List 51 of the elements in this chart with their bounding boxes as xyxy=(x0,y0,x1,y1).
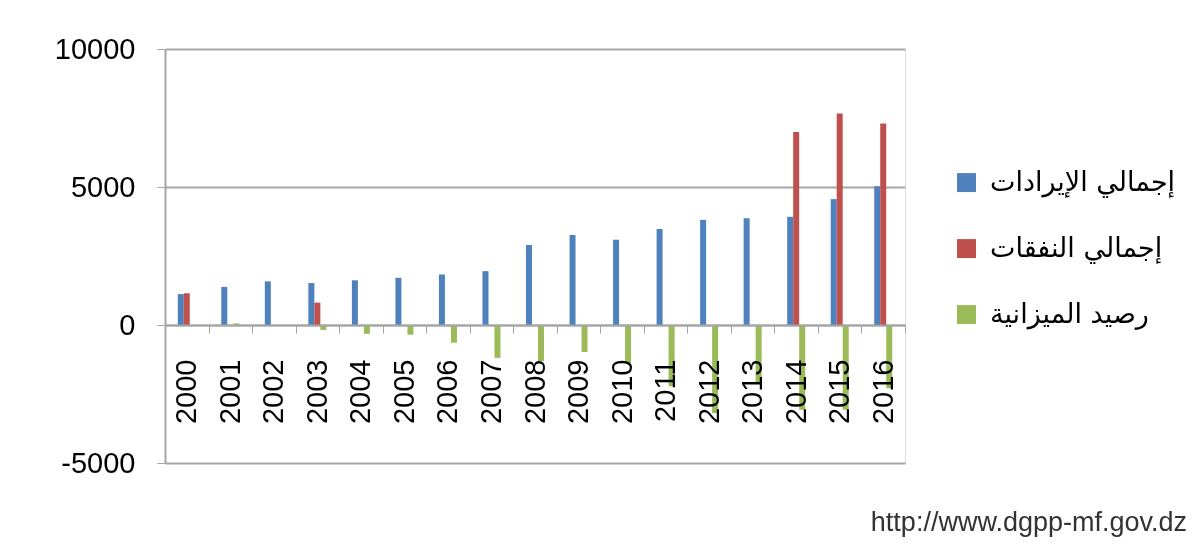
bar xyxy=(526,244,532,325)
bar xyxy=(743,218,750,325)
bar xyxy=(569,235,576,325)
y-tick-label: 10000 xyxy=(54,32,136,65)
bar xyxy=(874,186,881,325)
bar xyxy=(438,274,445,325)
legend-label: رصيد الميزانية xyxy=(990,297,1149,330)
bar xyxy=(581,325,588,353)
x-tick-label: 2015 xyxy=(823,359,856,425)
bar xyxy=(183,293,190,325)
x-tick-label: 2007 xyxy=(474,359,507,425)
x-tick-label: 2004 xyxy=(344,359,377,425)
x-tick-label: 2002 xyxy=(257,359,290,425)
y-tick-label: 0 xyxy=(119,308,136,341)
bar xyxy=(314,302,321,325)
bar xyxy=(700,219,707,325)
x-tick-label: 2011 xyxy=(649,359,682,422)
bar xyxy=(836,113,843,325)
bar xyxy=(830,199,837,325)
bar xyxy=(308,283,315,325)
bar xyxy=(177,294,184,325)
x-tick-label: 2006 xyxy=(431,359,464,425)
y-tick-label: 5000 xyxy=(70,170,136,203)
bar xyxy=(450,325,457,343)
x-tick-label: 2010 xyxy=(605,359,638,425)
x-tick-label: 2005 xyxy=(387,359,420,425)
x-tick-label: 2013 xyxy=(736,359,769,425)
y-tick-label: -5000 xyxy=(61,446,136,479)
text: http://www.dgpp-mf.gov.dz xyxy=(870,507,1187,537)
x-tick-label: 2016 xyxy=(866,359,899,425)
legend-label: إجمالي النفقات xyxy=(990,231,1163,264)
bar xyxy=(787,216,794,325)
bar xyxy=(264,281,271,325)
bar xyxy=(221,286,228,325)
x-tick-label: 2000 xyxy=(170,359,203,425)
bar xyxy=(494,325,501,358)
x-tick-label: 2001 xyxy=(213,359,246,425)
bar xyxy=(613,239,620,325)
bar xyxy=(538,325,544,362)
x-tick-label: 2012 xyxy=(692,359,725,425)
bar xyxy=(793,132,800,325)
x-tick-label: 2008 xyxy=(518,359,551,425)
bar xyxy=(351,280,358,325)
bar xyxy=(395,277,402,325)
x-tick-label: 2003 xyxy=(300,359,333,425)
bar xyxy=(482,271,489,325)
x-tick-label: 2009 xyxy=(562,359,595,425)
bar xyxy=(656,228,663,325)
bar xyxy=(880,123,887,325)
legend-label: إجمالي الإيرادات xyxy=(990,165,1176,198)
x-tick-label: 2014 xyxy=(779,359,812,425)
